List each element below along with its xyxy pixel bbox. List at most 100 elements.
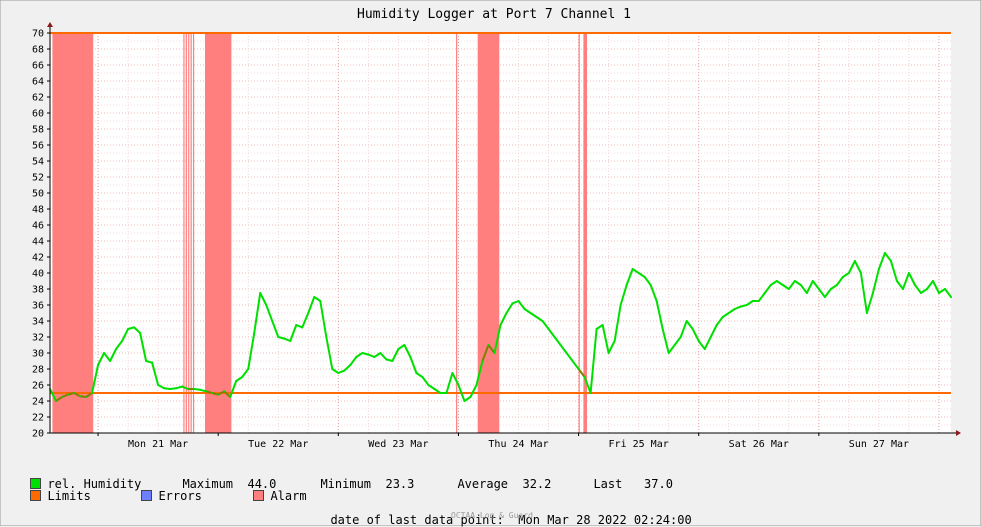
- maximum-value: 44.0: [247, 477, 277, 491]
- data-point: [547, 328, 550, 330]
- data-point: [835, 284, 838, 286]
- data-point: [127, 328, 129, 330]
- data-point: [307, 312, 310, 314]
- series-segment: [361, 352, 370, 356]
- data-point: [926, 288, 928, 290]
- data-point: [649, 284, 652, 286]
- data-point: [950, 296, 952, 298]
- data-point: [565, 352, 568, 354]
- last-value: 37.0: [644, 477, 673, 491]
- errors-label: Errors: [158, 489, 202, 503]
- series-segment: [325, 336, 334, 370]
- limits-label: Limits: [47, 489, 91, 503]
- alarm-band: [185, 33, 187, 433]
- series-segment: [895, 280, 904, 290]
- data-point: [331, 368, 334, 370]
- alarm-band: [583, 33, 587, 433]
- data-point: [283, 337, 286, 340]
- series-segment: [775, 280, 784, 286]
- data-point: [757, 300, 760, 302]
- data-point: [97, 364, 99, 366]
- last-label: Last: [593, 477, 623, 491]
- data-point: [499, 324, 502, 326]
- data-point: [403, 344, 406, 346]
- series-segment: [259, 292, 268, 306]
- data-point: [920, 292, 922, 294]
- data-point: [445, 392, 448, 394]
- data-point: [367, 353, 370, 356]
- series-segment: [193, 388, 202, 391]
- data-point: [703, 348, 706, 350]
- series-segment: [577, 368, 586, 378]
- data-point: [409, 356, 412, 358]
- y-tick-label: 42: [32, 253, 44, 264]
- series-segment: [199, 388, 208, 393]
- series-segment: [343, 364, 352, 372]
- series-segment: [667, 344, 676, 354]
- series-segment: [103, 352, 112, 362]
- series-segment: [529, 312, 538, 318]
- data-point: [67, 393, 69, 396]
- y-tick-label: 22: [32, 413, 44, 424]
- data-point: [829, 288, 832, 290]
- series-segment: [523, 308, 532, 314]
- data-point: [697, 340, 700, 342]
- series-segment: [679, 320, 688, 338]
- series-segment: [901, 272, 910, 290]
- data-point: [319, 300, 322, 302]
- data-point: [343, 369, 346, 372]
- limits-swatch: [30, 490, 42, 501]
- data-point: [583, 376, 586, 378]
- series-segment: [445, 372, 454, 394]
- series-segment: [115, 340, 124, 350]
- series-segment: [757, 292, 766, 302]
- series-segment: [61, 393, 70, 398]
- alarm-band: [190, 33, 192, 433]
- axes: [47, 22, 961, 436]
- series-segment: [133, 326, 142, 334]
- series-segment: [97, 352, 106, 366]
- data-point: [199, 388, 202, 391]
- series-segment: [451, 372, 460, 386]
- data-point: [733, 308, 736, 310]
- data-point: [433, 388, 436, 390]
- data-point: [727, 312, 730, 314]
- data-point: [511, 302, 514, 305]
- data-point: [944, 288, 946, 290]
- data-point: [259, 292, 262, 294]
- minimum-label: Minimum: [320, 477, 372, 491]
- series-segment: [151, 361, 160, 386]
- series-segment: [277, 336, 286, 340]
- series-segment: [811, 280, 820, 290]
- data-point: [487, 344, 490, 346]
- series-segment: [505, 302, 514, 314]
- series-segment: [943, 288, 952, 298]
- series-segment: [499, 312, 508, 326]
- last-point-label: date of last data point:: [330, 513, 504, 527]
- series-segment: [829, 284, 838, 290]
- data-point: [643, 276, 646, 278]
- series-segment: [481, 344, 490, 362]
- data-point: [217, 393, 220, 396]
- data-point: [799, 284, 802, 286]
- series-segment: [331, 368, 340, 374]
- chart-title: Humidity Logger at Port 7 Channel 1: [357, 7, 631, 22]
- series-segment: [865, 292, 874, 314]
- stat-minimum: Minimum 23.3: [306, 463, 414, 491]
- series-segment: [139, 332, 148, 362]
- data-point: [103, 352, 105, 354]
- data-point: [793, 280, 796, 282]
- series-segment: [649, 284, 658, 302]
- x-axis-arrow: [956, 430, 961, 436]
- data-point: [193, 388, 196, 390]
- series-segment: [709, 324, 718, 338]
- series-segment: [73, 392, 82, 398]
- data-point: [739, 305, 742, 308]
- y-tick-label: 64: [32, 77, 44, 88]
- data-point: [529, 312, 532, 314]
- data-point: [187, 388, 190, 390]
- alarm-band: [477, 33, 500, 433]
- data-point: [896, 280, 898, 282]
- series-segment: [559, 344, 568, 354]
- series-segment: [229, 380, 238, 398]
